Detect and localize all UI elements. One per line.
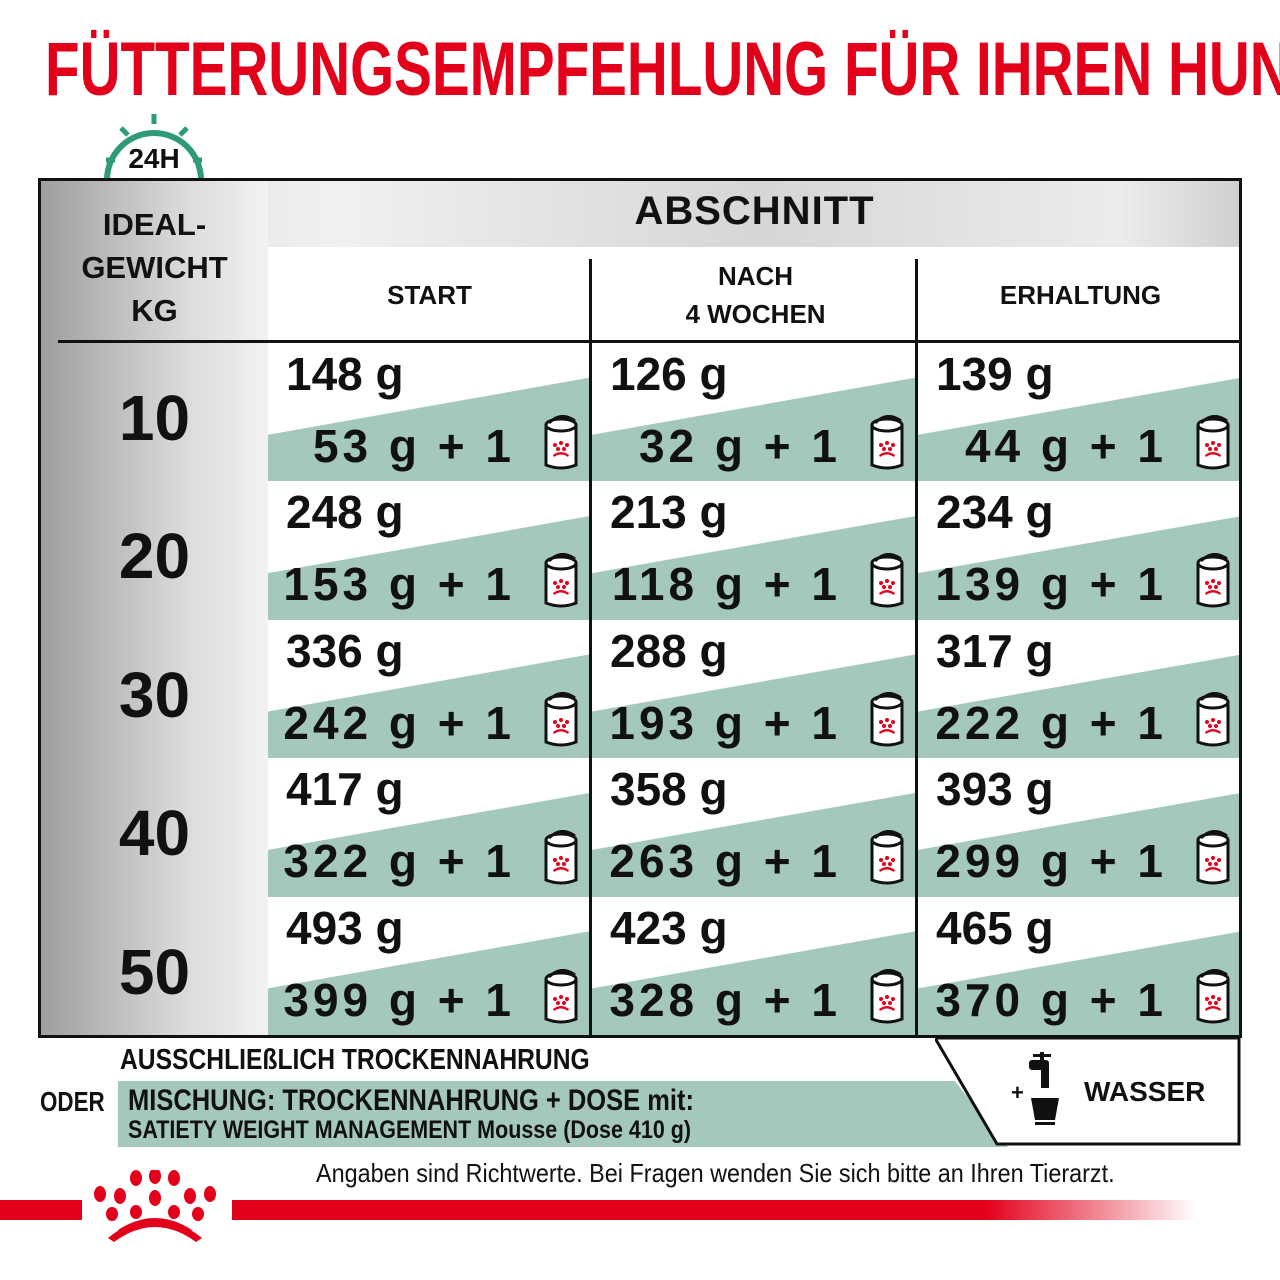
column-headers: START NACH 4 WOCHEN ERHALTUNG <box>268 247 1239 342</box>
column-header-after-4-weeks: NACH 4 WOCHEN <box>685 260 826 329</box>
dry-food-amount: 213 g <box>610 486 728 539</box>
table-cell: 336 g 242 g + 1 <box>268 619 589 759</box>
table-cell: 234 g 139 g + 1 <box>918 481 1239 621</box>
royal-canin-can-icon <box>869 691 905 748</box>
royal-canin-can-icon <box>869 830 905 886</box>
table-cell: 288 g 193 g + 1 <box>592 619 915 759</box>
mix-food-amount: 32 g + 1 <box>638 420 841 472</box>
royal-canin-can-icon <box>543 968 579 1025</box>
mix-food-amount: 153 g + 1 <box>283 558 515 611</box>
legend-or: ODER <box>40 1086 105 1117</box>
clock-24h-icon: 24H <box>104 114 204 181</box>
mix-food-amount: 44 g + 1 <box>964 420 1167 472</box>
royal-canin-can-icon <box>543 553 579 609</box>
page-title: FÜTTERUNGSEMPFEHLUNG FÜR IHREN HUND <box>45 27 1280 112</box>
dry-food-amount: 317 g <box>936 624 1054 677</box>
mix-food-amount: 370 g + 1 <box>935 973 1167 1026</box>
royal-canin-can-icon <box>869 968 905 1025</box>
mix-food-amount: 263 g + 1 <box>609 835 841 888</box>
mix-food-amount: 222 g + 1 <box>935 696 1167 749</box>
mix-food-amount: 193 g + 1 <box>609 696 841 749</box>
dry-food-amount: 465 g <box>936 901 1054 954</box>
dry-food-amount: 493 g <box>286 901 404 954</box>
mix-food-amount: 118 g + 1 <box>611 558 841 611</box>
dry-food-amount: 139 g <box>936 348 1054 400</box>
dry-food-amount: 288 g <box>610 624 728 677</box>
weight-value: 50 <box>118 935 191 1008</box>
table-cell: 465 g 370 g + 1 <box>918 896 1239 1035</box>
dry-food-amount: 248 g <box>286 486 404 539</box>
table-cell: 139 g 44 g + 1 <box>918 343 1239 482</box>
royal-canin-can-icon <box>543 691 579 748</box>
legend-water: WASSER <box>1084 1076 1206 1107</box>
dry-food-amount: 234 g <box>936 486 1054 539</box>
column-divider <box>589 259 592 1035</box>
weight-column <box>41 181 268 1035</box>
royal-canin-can-icon <box>869 553 905 609</box>
royal-canin-crown-logo <box>94 1170 216 1242</box>
section-header: ABSCHNITT <box>634 189 875 233</box>
table-cell: 317 g 222 g + 1 <box>918 619 1239 759</box>
feeding-table: IDEAL- GEWICHT KG ABSCHNITT START NACH 4… <box>38 178 1242 1038</box>
brand-bar <box>0 1200 82 1220</box>
weight-value: 40 <box>118 797 191 870</box>
water-box: + <box>935 1036 1241 1146</box>
weight-value: 20 <box>118 520 191 593</box>
royal-canin-can-icon <box>543 415 579 471</box>
table-cell: 148 g 53 g + 1 <box>268 343 589 482</box>
dry-food-amount: 423 g <box>610 901 728 954</box>
table-cell: 213 g 118 g + 1 <box>592 481 915 621</box>
royal-canin-can-icon <box>1195 691 1231 748</box>
royal-canin-can-icon <box>543 830 579 886</box>
dry-food-amount: 336 g <box>286 624 404 677</box>
weight-value: 30 <box>118 658 191 731</box>
mix-food-amount: 322 g + 1 <box>283 835 515 888</box>
weight-value: 10 <box>118 382 191 454</box>
royal-canin-can-icon <box>1195 968 1231 1025</box>
table-cell: 417 g 322 g + 1 <box>268 758 589 898</box>
dry-food-amount: 417 g <box>286 763 404 816</box>
table-cell: 358 g 263 g + 1 <box>592 758 915 898</box>
table-cell: 126 g 32 g + 1 <box>592 343 915 482</box>
water-tap-bowl-icon <box>1029 1052 1059 1125</box>
mix-food-amount: 328 g + 1 <box>609 973 841 1026</box>
royal-canin-can-icon <box>1195 830 1231 886</box>
water-plus: + <box>1011 1080 1024 1105</box>
royal-canin-can-icon <box>1195 553 1231 609</box>
table-cell: 493 g 399 g + 1 <box>268 896 589 1035</box>
column-header-maintenance: ERHALTUNG <box>999 279 1162 310</box>
column-header-start: START <box>387 279 472 310</box>
royal-canin-can-icon <box>869 415 905 471</box>
mix-food-amount: 139 g + 1 <box>935 558 1167 611</box>
legend-mix: MISCHUNG: TROCKENNAHRUNG + DOSE mit: <box>128 1084 694 1117</box>
table-cell: 248 g 153 g + 1 <box>268 481 589 621</box>
weight-header: IDEAL- GEWICHT KG <box>41 203 268 332</box>
table-cell: 423 g 328 g + 1 <box>592 896 915 1035</box>
legend-mix-swatch <box>118 1081 1008 1147</box>
legend-mix-product: SATIETY WEIGHT MANAGEMENT Mousse (Dose 4… <box>128 1116 692 1144</box>
mix-food-amount: 299 g + 1 <box>935 835 1167 888</box>
weight-header-line: IDEAL- <box>102 207 207 242</box>
weight-header-line: KG <box>131 293 178 328</box>
dry-food-amount: 148 g <box>286 348 404 400</box>
table-cell: 393 g 299 g + 1 <box>918 758 1239 898</box>
disclaimer-note: Angaben sind Richtwerte. Bei Fragen wend… <box>316 1158 1115 1188</box>
brand-bar <box>232 1200 1197 1220</box>
header-divider <box>58 340 1239 343</box>
legend-dry-only: AUSSCHLIEßLICH TROCKENNAHRUNG <box>120 1044 590 1076</box>
column-divider <box>915 259 918 1035</box>
royal-canin-can-icon <box>1195 415 1231 471</box>
dry-food-amount: 126 g <box>610 348 728 400</box>
mix-food-amount: 53 g + 1 <box>312 420 515 472</box>
mix-food-amount: 242 g + 1 <box>283 696 515 749</box>
dry-food-amount: 358 g <box>610 763 728 816</box>
weight-header-line: GEWICHT <box>81 250 228 285</box>
dry-food-amount: 393 g <box>936 763 1054 816</box>
clock-label: 24H <box>128 143 179 174</box>
mix-food-amount: 399 g + 1 <box>283 973 515 1026</box>
